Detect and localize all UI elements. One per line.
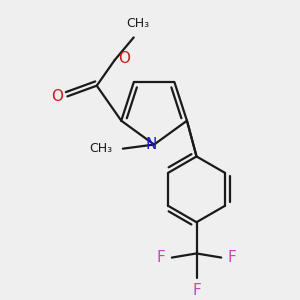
Text: F: F bbox=[157, 250, 166, 265]
Text: N: N bbox=[145, 137, 157, 152]
Text: F: F bbox=[192, 283, 201, 298]
Text: CH₃: CH₃ bbox=[89, 142, 112, 155]
Text: O: O bbox=[118, 51, 130, 66]
Text: F: F bbox=[227, 250, 236, 265]
Text: CH₃: CH₃ bbox=[126, 17, 149, 30]
Text: O: O bbox=[51, 89, 63, 104]
